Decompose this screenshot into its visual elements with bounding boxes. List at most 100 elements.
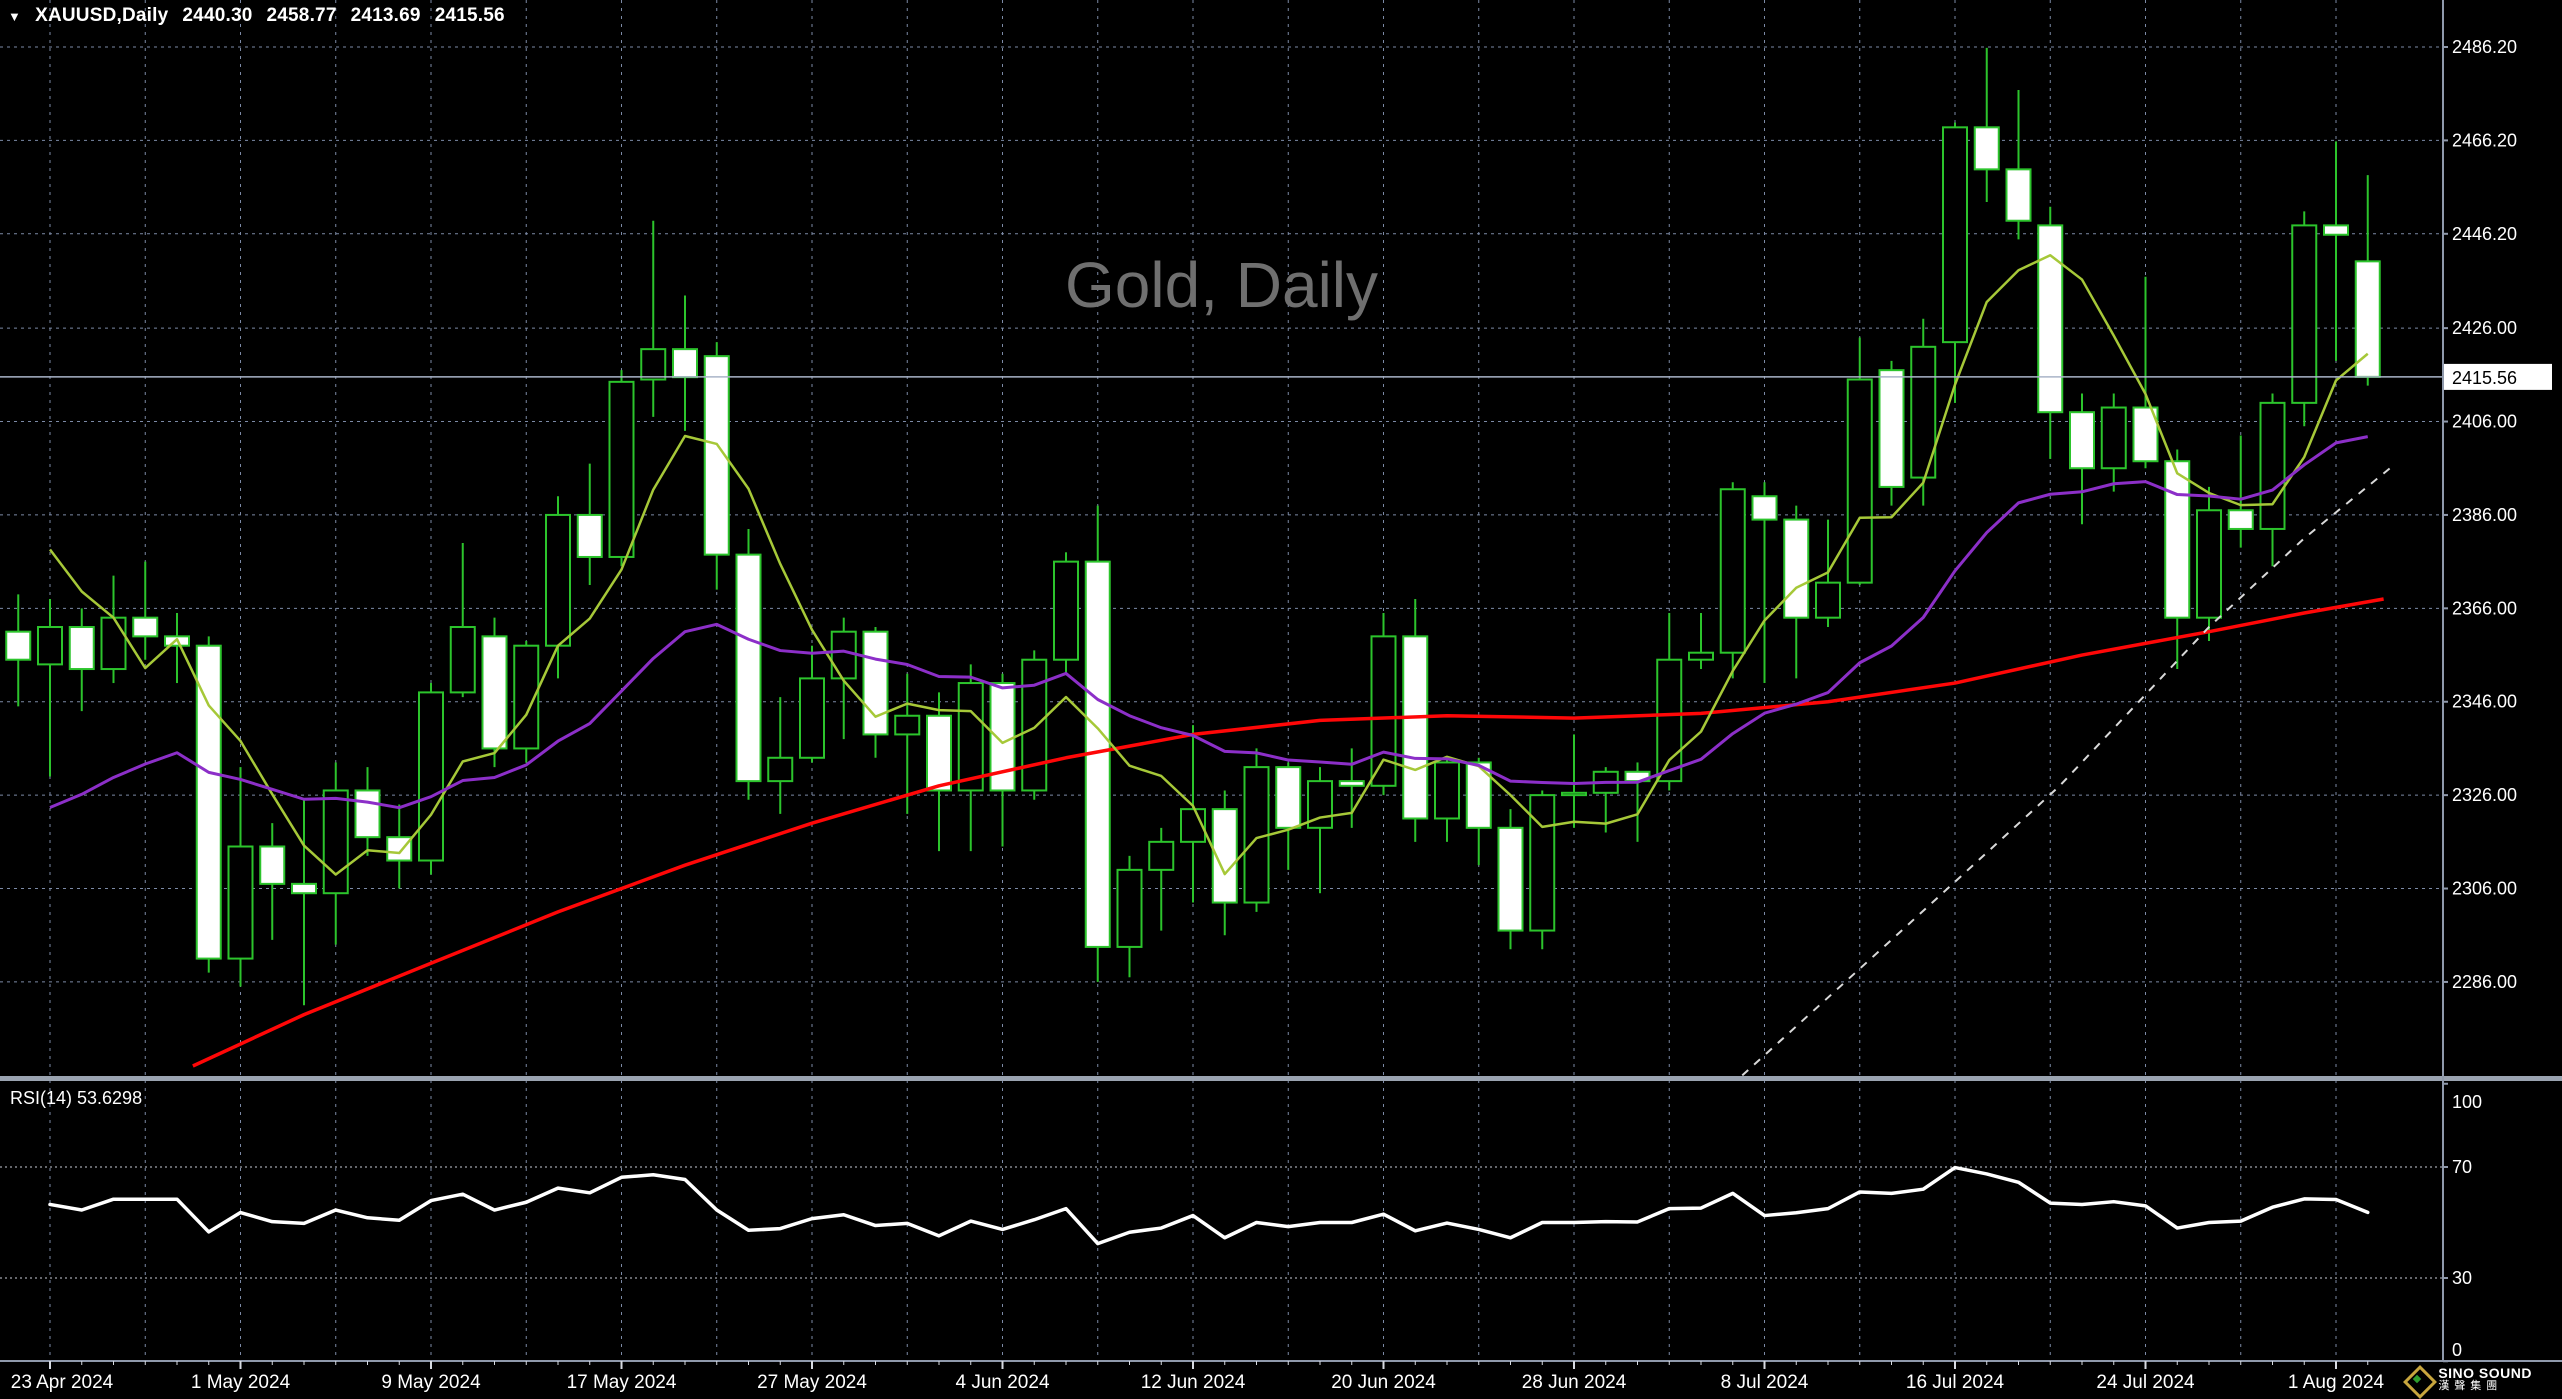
time-axis-label: 20 Jun 2024 bbox=[1331, 1372, 1436, 1393]
candle-body-bear bbox=[2227, 509, 2254, 530]
candlestick bbox=[1053, 552, 1079, 674]
ma-slow-line bbox=[192, 597, 2384, 1068]
time-axis-scale-area[interactable] bbox=[0, 1361, 2562, 1399]
candlestick bbox=[2164, 449, 2191, 670]
price-axis-label: 2286.00 bbox=[2452, 972, 2517, 992]
price-axis-label: 2446.20 bbox=[2452, 224, 2517, 244]
candle-body-bull bbox=[37, 626, 63, 666]
candlestick bbox=[2259, 393, 2286, 567]
candlestick bbox=[926, 692, 952, 852]
candle-body-bull bbox=[1434, 761, 1460, 820]
candle-body-bull bbox=[1942, 126, 1968, 344]
candlestick bbox=[1402, 598, 1429, 842]
candle-body-bull bbox=[767, 756, 794, 783]
candlestick bbox=[1719, 482, 1746, 679]
price-axis-label: 2426.00 bbox=[2452, 318, 2517, 338]
candle-body-bull bbox=[799, 677, 825, 759]
symbol-dropdown-icon[interactable]: ▼ bbox=[8, 8, 22, 24]
price-axis-scale-area[interactable] bbox=[2443, 0, 2562, 1361]
candlestick bbox=[1878, 360, 1905, 506]
candle-body-bear bbox=[735, 553, 762, 783]
candlestick bbox=[2100, 393, 2127, 492]
ohlc-high: 2458.77 bbox=[266, 5, 337, 26]
candle-body-bear bbox=[354, 789, 381, 839]
price-axis-label: 2306.00 bbox=[2452, 879, 2517, 899]
candlestick bbox=[576, 463, 603, 585]
candlestick bbox=[735, 528, 762, 800]
candle-body-bear bbox=[1878, 369, 1905, 488]
candlestick bbox=[513, 641, 540, 763]
time-axis-label: 9 May 2024 bbox=[381, 1372, 481, 1393]
main-chart-plot-area[interactable] bbox=[0, 0, 2443, 1077]
candle-body-bull bbox=[1053, 560, 1079, 661]
candle-body-bear bbox=[2323, 224, 2349, 236]
time-axis-label: 12 Jun 2024 bbox=[1141, 1372, 1246, 1393]
candlestick bbox=[195, 636, 222, 973]
candlestick bbox=[259, 823, 286, 940]
price-axis-label: 2406.00 bbox=[2452, 412, 2517, 432]
candlestick bbox=[449, 542, 476, 698]
rsi-panel-plot-area[interactable] bbox=[0, 1084, 2443, 1361]
candlestick bbox=[2227, 435, 2254, 548]
candle-body-bull bbox=[1719, 488, 1746, 654]
candlestick bbox=[1148, 827, 1175, 931]
ohlc-close: 2415.56 bbox=[434, 5, 505, 26]
candlestick bbox=[291, 799, 317, 1006]
rsi-scale-label: 100 bbox=[2452, 1092, 2482, 1112]
candle-body-bear bbox=[2164, 460, 2191, 619]
candle-body-bear bbox=[1751, 495, 1778, 521]
rsi-scale-label: 0 bbox=[2452, 1340, 2462, 1360]
candle-body-bear bbox=[2069, 411, 2095, 470]
candlestick bbox=[5, 594, 32, 707]
candle-body-bull bbox=[1116, 868, 1143, 948]
candle-body-bull bbox=[1688, 651, 1714, 661]
candle-body-bull bbox=[957, 682, 984, 792]
candle-body-bull bbox=[608, 380, 635, 558]
candlestick bbox=[1275, 762, 1302, 870]
candlestick bbox=[957, 664, 984, 852]
candle-body-bear bbox=[2005, 168, 2032, 222]
rsi-scale-label: 70 bbox=[2452, 1157, 2472, 1177]
candlestick bbox=[894, 673, 921, 814]
candlestick bbox=[1338, 748, 1365, 828]
price-axis-label: 2366.00 bbox=[2452, 598, 2517, 618]
candle-body-bear bbox=[1783, 518, 1810, 619]
candlestick bbox=[862, 627, 889, 758]
candle-body-bear bbox=[926, 714, 952, 792]
time-axis-label: 17 May 2024 bbox=[567, 1372, 677, 1393]
candle-body-bull bbox=[449, 626, 476, 694]
current-price-text: 2415.56 bbox=[2452, 368, 2517, 388]
current-price-marker bbox=[2444, 363, 2552, 390]
time-axis-label: 16 Jul 2024 bbox=[1906, 1372, 2005, 1393]
candlestick bbox=[354, 767, 381, 856]
ohlc-open: 2440.30 bbox=[182, 5, 253, 26]
time-axis-label: 27 May 2024 bbox=[757, 1372, 867, 1393]
candle-body-bull bbox=[2291, 224, 2318, 404]
candlestick bbox=[2069, 393, 2095, 525]
candle-body-bear bbox=[672, 348, 698, 379]
candlestick bbox=[640, 220, 667, 417]
candlestick bbox=[2291, 211, 2318, 427]
candle-body-bear bbox=[1973, 126, 2000, 171]
candle-body-bear bbox=[132, 616, 159, 638]
candle-body-bull bbox=[322, 789, 349, 895]
candlestick bbox=[1783, 505, 1810, 679]
candlestick bbox=[672, 295, 698, 431]
candlestick bbox=[1942, 122, 1968, 403]
time-axis-label: 1 Aug 2024 bbox=[2288, 1372, 2385, 1393]
chart-title-bar: ▼ XAUUSD,Daily 2440.30 2458.77 2413.69 2… bbox=[8, 5, 505, 27]
candle-body-bear bbox=[481, 635, 508, 750]
trendline-dashed bbox=[1741, 467, 2391, 1077]
candlestick bbox=[1688, 613, 1714, 670]
candle-body-bear bbox=[1497, 826, 1524, 932]
rsi-line bbox=[48, 1165, 2370, 1246]
panel-separator[interactable] bbox=[0, 1076, 2562, 1081]
candle-body-bull bbox=[1148, 840, 1175, 871]
diamond-logo-icon bbox=[2403, 1365, 2438, 1399]
candlestick bbox=[132, 561, 159, 660]
broker-logo-chinese: 漢聲集團 bbox=[2438, 1380, 2503, 1393]
candlestick bbox=[1846, 337, 1873, 585]
candlestick bbox=[799, 645, 825, 763]
